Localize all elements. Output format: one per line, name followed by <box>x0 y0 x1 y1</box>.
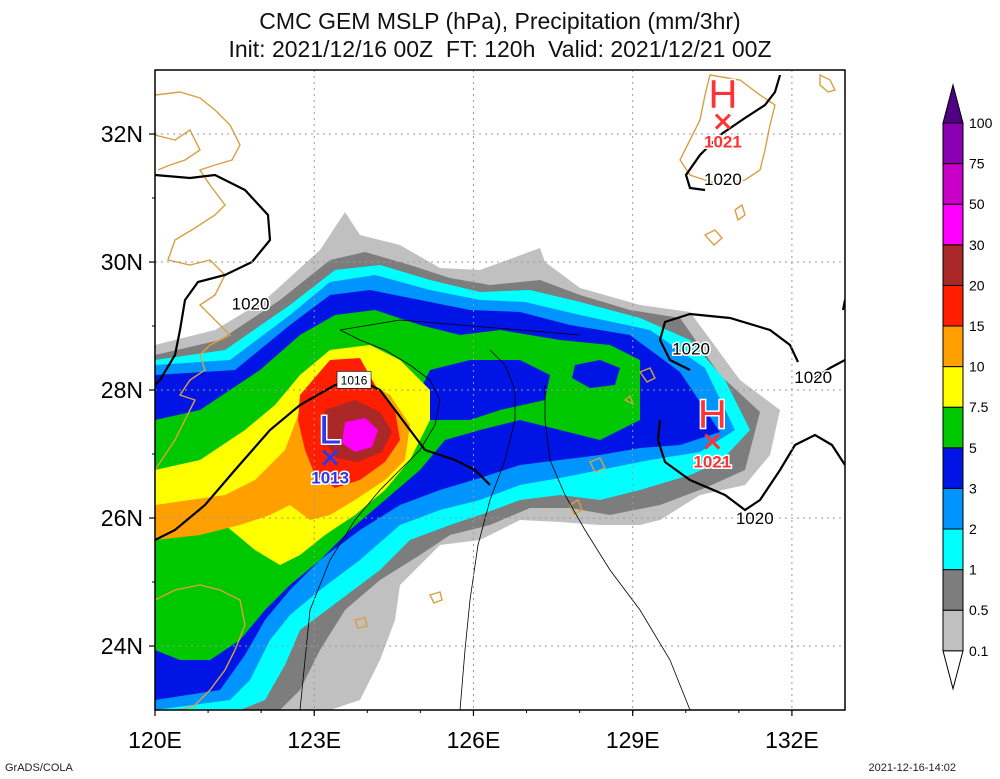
colorbar-bin <box>942 487 964 530</box>
colorbar-label: 1 <box>969 562 977 578</box>
isobar-label: 1020 <box>672 339 710 358</box>
island <box>429 591 443 604</box>
colorbar-label: 3 <box>969 480 977 496</box>
x-tick-label: 123E <box>287 727 341 753</box>
china-coast <box>155 91 241 471</box>
center-cross-icon <box>704 433 721 450</box>
colorbar-label: 5 <box>969 440 977 456</box>
colorbar-bin <box>942 528 964 571</box>
isobar-1020-south <box>656 419 845 512</box>
colorbar-bin <box>942 203 964 246</box>
isobar-label: 1020 <box>736 509 774 528</box>
center-cross-icon <box>714 113 731 130</box>
center-pressure-value: 1021 <box>693 453 731 472</box>
precip-band-3-hole <box>572 360 620 388</box>
colorbar-bin <box>942 244 964 286</box>
isobar-1020-west <box>155 173 272 386</box>
y-tick-label: 32N <box>101 121 143 147</box>
colorbar-bin <box>942 366 964 408</box>
colorbar-label: 0.1 <box>969 643 989 659</box>
high-pressure-symbol: H <box>698 393 727 437</box>
isobar-label: 1016 <box>341 373 368 387</box>
island <box>354 617 368 629</box>
pressure-centers: H 1021 H 1021 L 1013 <box>310 71 744 489</box>
x-tick-label: 120E <box>128 727 182 753</box>
colorbar-label: 30 <box>969 237 985 253</box>
colorbar-label: 75 <box>969 156 985 172</box>
isobar-label: 1020 <box>704 170 742 189</box>
taiwan-coast <box>155 584 246 710</box>
colorbar-label: 50 <box>969 196 985 212</box>
ryukyu-island <box>569 498 583 515</box>
chart-subtitle: Init: 2021/12/16 00Z FT: 120h Valid: 202… <box>228 36 772 62</box>
cross-stroke <box>714 113 731 130</box>
center-pressure-value: 1013 <box>311 469 349 488</box>
plot-frame <box>154 69 846 711</box>
ryukyu-island <box>638 367 656 383</box>
colorbar-bin <box>942 122 964 165</box>
cross-stroke <box>322 449 339 466</box>
colorbar-label: 100 <box>969 115 993 131</box>
island <box>703 229 723 246</box>
isobar-1020-mid <box>658 312 799 371</box>
colorbar-bin <box>942 569 964 611</box>
colorbar-bin <box>942 163 964 205</box>
footer-left: GrADS/COLA <box>5 762 73 774</box>
boundary-lines <box>299 319 691 710</box>
x-tick-label: 126E <box>447 727 501 753</box>
y-tick-label: 30N <box>101 249 143 275</box>
colorbar-label: 0.5 <box>969 602 989 618</box>
footer-right: 2021-12-16-14:02 <box>868 762 956 774</box>
isobar-1020-east <box>814 299 845 379</box>
low-pressure-symbol: L <box>319 409 341 453</box>
x-tick-label: 129E <box>606 727 660 753</box>
colorbar-bin <box>942 406 964 449</box>
isobar-label-box <box>336 371 372 389</box>
island <box>734 203 746 222</box>
colorbar-bin <box>942 284 964 327</box>
kuroshio-island <box>819 73 837 93</box>
isobar-labels: 1020 1020 1020 1020 1020 1016 <box>230 168 833 529</box>
ryukyu-island <box>589 457 606 473</box>
x-axis: 120E 123E 126E 129E 132E <box>128 710 819 753</box>
yangtze-outline <box>155 128 201 171</box>
isobar-label: 1020 <box>794 368 832 387</box>
ryukyu-island <box>623 394 635 406</box>
colorbar-bin <box>942 609 964 652</box>
precip-band-30 <box>342 418 378 452</box>
colorbar: 0.1 0.5 1 2 3 5 7.5 10 15 20 30 50 75 100 <box>942 83 993 691</box>
high-pressure-symbol: H <box>708 73 737 117</box>
chart-title: CMC GEM MSLP (hPa), Precipitation (mm/3h… <box>259 8 741 34</box>
colorbar-label: 10 <box>969 359 985 375</box>
colorbar-bin <box>942 650 964 691</box>
colorbar-label: 15 <box>969 318 985 334</box>
precipitation-field <box>155 212 780 710</box>
center-cross-icon <box>322 449 339 466</box>
precip-band-3-hole <box>415 360 550 420</box>
y-tick-label: 24N <box>101 633 143 659</box>
x-tick-label: 132E <box>765 727 819 753</box>
isobar-label: 1020 <box>232 295 270 314</box>
colorbar-bin <box>942 447 964 489</box>
center-pressure-value: 1021 <box>704 133 742 152</box>
grid-lines <box>155 70 845 710</box>
isobar-1020-jp <box>684 74 782 192</box>
colorbar-bin <box>942 83 964 124</box>
y-tick-label: 26N <box>101 505 143 531</box>
colorbar-label: 2 <box>969 521 977 537</box>
y-tick-label: 28N <box>101 377 143 403</box>
y-axis: 24N 26N 28N 30N 32N <box>101 121 155 659</box>
colorbar-label: 7.5 <box>969 399 989 415</box>
cross-stroke <box>704 433 721 450</box>
colorbar-label: 20 <box>969 277 985 293</box>
colorbar-bin <box>942 325 964 368</box>
